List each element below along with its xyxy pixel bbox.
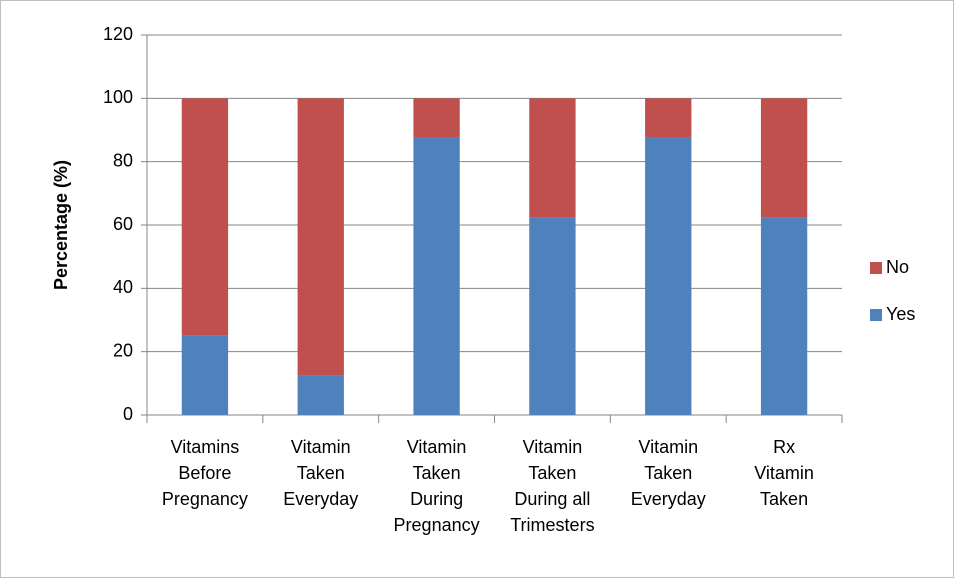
x-tick-label: Vitamins	[171, 437, 240, 457]
x-tick-label: Vitamin	[523, 437, 583, 457]
legend-swatch	[870, 262, 882, 274]
bar-segment	[645, 137, 692, 415]
bar-segment	[413, 137, 460, 415]
x-tick-label: Vitamin	[754, 463, 814, 483]
x-tick-label: During all	[514, 489, 590, 509]
x-tick-label: Everyday	[631, 489, 706, 509]
y-tick-label: 120	[103, 24, 133, 44]
x-tick-label: Pregnancy	[394, 515, 480, 535]
x-tick-label: Pregnancy	[162, 489, 248, 509]
y-axis-label: Percentage (%)	[51, 160, 71, 290]
bar-segment	[181, 98, 229, 336]
y-tick-label: 80	[113, 150, 133, 170]
x-tick-label: Vitamin	[638, 437, 698, 457]
x-tick-label: Rx	[773, 437, 795, 457]
bar-segment	[529, 98, 576, 218]
x-tick-label: Before	[178, 463, 231, 483]
bar-segment	[297, 98, 344, 376]
bar-segment	[760, 217, 808, 415]
y-tick-label: 40	[113, 277, 133, 297]
bar-segment	[181, 335, 229, 415]
bar-segment	[645, 98, 692, 138]
x-tick-label: Taken	[413, 463, 461, 483]
y-tick-label: 100	[103, 87, 133, 107]
x-tick-label: Vitamin	[407, 437, 467, 457]
legend-label: Yes	[886, 304, 915, 324]
x-tick-label: Taken	[644, 463, 692, 483]
x-tick-label: Taken	[528, 463, 576, 483]
x-tick-label: During	[410, 489, 463, 509]
bar-segment	[760, 98, 808, 218]
y-tick-label: 60	[113, 214, 133, 234]
legend-label: No	[886, 257, 909, 277]
x-tick-label: Taken	[760, 489, 808, 509]
y-tick-label: 20	[113, 340, 133, 360]
x-tick-label: Trimesters	[510, 515, 594, 535]
bar-segment	[529, 217, 576, 415]
bar-segment	[413, 98, 460, 138]
bar-segment	[297, 375, 344, 415]
x-tick-label: Taken	[297, 463, 345, 483]
x-tick-label: Everyday	[283, 489, 358, 509]
legend-swatch	[870, 309, 882, 321]
x-tick-label: Vitamin	[291, 437, 351, 457]
y-tick-label: 0	[123, 404, 133, 424]
